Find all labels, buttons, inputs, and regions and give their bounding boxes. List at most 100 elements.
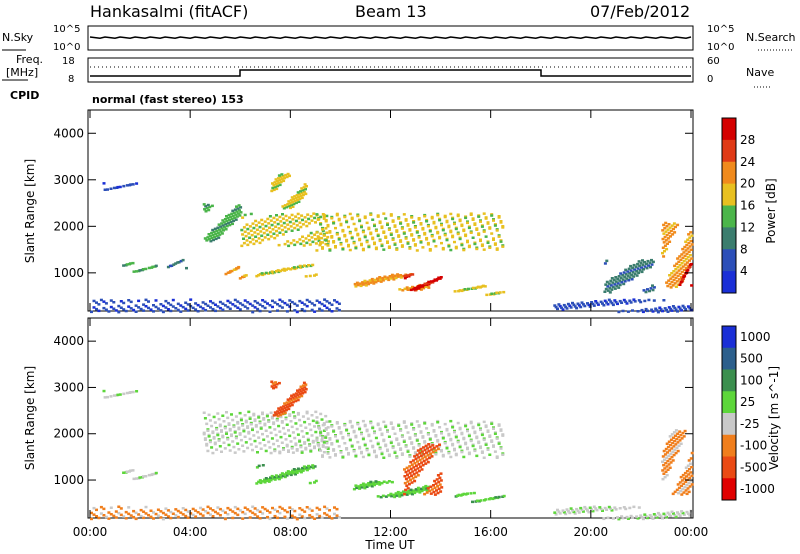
data-cell [321, 455, 324, 458]
data-cell [313, 303, 317, 307]
data-cell [141, 268, 145, 271]
data-cell [627, 279, 631, 282]
data-cell [683, 485, 687, 489]
data-cell [286, 470, 290, 473]
data-cell [656, 511, 660, 515]
data-cell [374, 436, 378, 440]
data-cell [482, 438, 486, 442]
data-cell [321, 229, 325, 233]
data-cell [616, 516, 619, 519]
data-cell [410, 234, 414, 237]
data-cell [490, 232, 494, 235]
data-cell [632, 275, 636, 278]
data-cell [686, 255, 690, 259]
data-cell [244, 419, 248, 423]
data-cell [354, 484, 358, 487]
data-cell [257, 274, 261, 277]
data-cell [288, 404, 292, 408]
data-cell [591, 302, 595, 306]
data-cell [328, 249, 332, 252]
data-cell [235, 215, 239, 218]
data-cell [326, 235, 330, 239]
data-cell [654, 307, 658, 310]
data-cell [669, 514, 673, 518]
data-cell [275, 180, 279, 183]
data-cell [645, 266, 649, 270]
data-cell [226, 221, 230, 225]
data-cell [479, 428, 482, 432]
data-cell [687, 490, 691, 494]
data-cell [272, 184, 276, 187]
data-cell [103, 188, 107, 191]
data-cell [662, 255, 666, 258]
data-cell [283, 402, 287, 405]
data-cell [382, 420, 386, 424]
data-cell [662, 241, 666, 244]
data-cell [674, 429, 678, 432]
data-cell [481, 284, 485, 288]
data-cell [298, 264, 302, 268]
data-cell [290, 514, 294, 517]
data-cell [263, 478, 266, 481]
data-cell [287, 204, 291, 208]
data-cell [279, 176, 283, 179]
data-cell [626, 274, 630, 278]
data-cell [288, 174, 291, 178]
data-cell [236, 300, 240, 303]
data-cell [380, 244, 384, 248]
data-cell [278, 511, 282, 515]
data-cell [226, 305, 230, 309]
data-cell [651, 284, 654, 287]
data-cell [214, 303, 217, 306]
data-cell [564, 512, 568, 516]
data-cell [435, 489, 438, 492]
data-cell [381, 276, 385, 280]
data-cell [142, 309, 146, 312]
data-cell [394, 492, 398, 495]
data-cell [322, 429, 326, 432]
data-cell [230, 434, 233, 438]
data-cell [131, 390, 135, 394]
data-cell [677, 435, 681, 439]
data-cell [400, 227, 404, 230]
data-cell [462, 437, 466, 441]
colorbar-tick-label: -1000 [740, 482, 775, 496]
data-cell [265, 479, 269, 482]
data-cell [139, 514, 143, 518]
data-cell [326, 225, 330, 228]
data-cell [328, 515, 331, 518]
data-cell [295, 240, 299, 244]
data-cell [497, 495, 501, 499]
velocity-data-regions [90, 380, 694, 521]
data-cell [275, 214, 278, 217]
data-cell [436, 231, 440, 235]
data-cell [238, 214, 242, 217]
data-cell [650, 258, 653, 262]
data-cell [682, 513, 686, 516]
data-cell [299, 390, 303, 393]
colorbar-swatch [722, 369, 736, 392]
data-cell [299, 470, 303, 474]
data-cell [228, 429, 232, 432]
data-cell [290, 196, 294, 199]
data-cell [215, 428, 219, 431]
data-cell [282, 405, 286, 408]
data-cell [288, 305, 292, 308]
data-cell [149, 308, 153, 311]
data-cell [272, 232, 276, 235]
data-cell [228, 301, 232, 304]
data-cell [464, 424, 468, 428]
data-cell [277, 243, 281, 247]
data-cell [305, 185, 308, 188]
data-cell [294, 473, 297, 476]
data-cell [287, 429, 290, 432]
data-cell [159, 510, 163, 513]
data-cell [263, 300, 267, 304]
data-cell [229, 220, 233, 224]
data-cell [408, 471, 412, 475]
data-cell [233, 304, 237, 308]
data-cell [122, 301, 126, 305]
data-cell [310, 302, 314, 305]
data-cell [97, 516, 101, 520]
data-cell [293, 226, 297, 230]
